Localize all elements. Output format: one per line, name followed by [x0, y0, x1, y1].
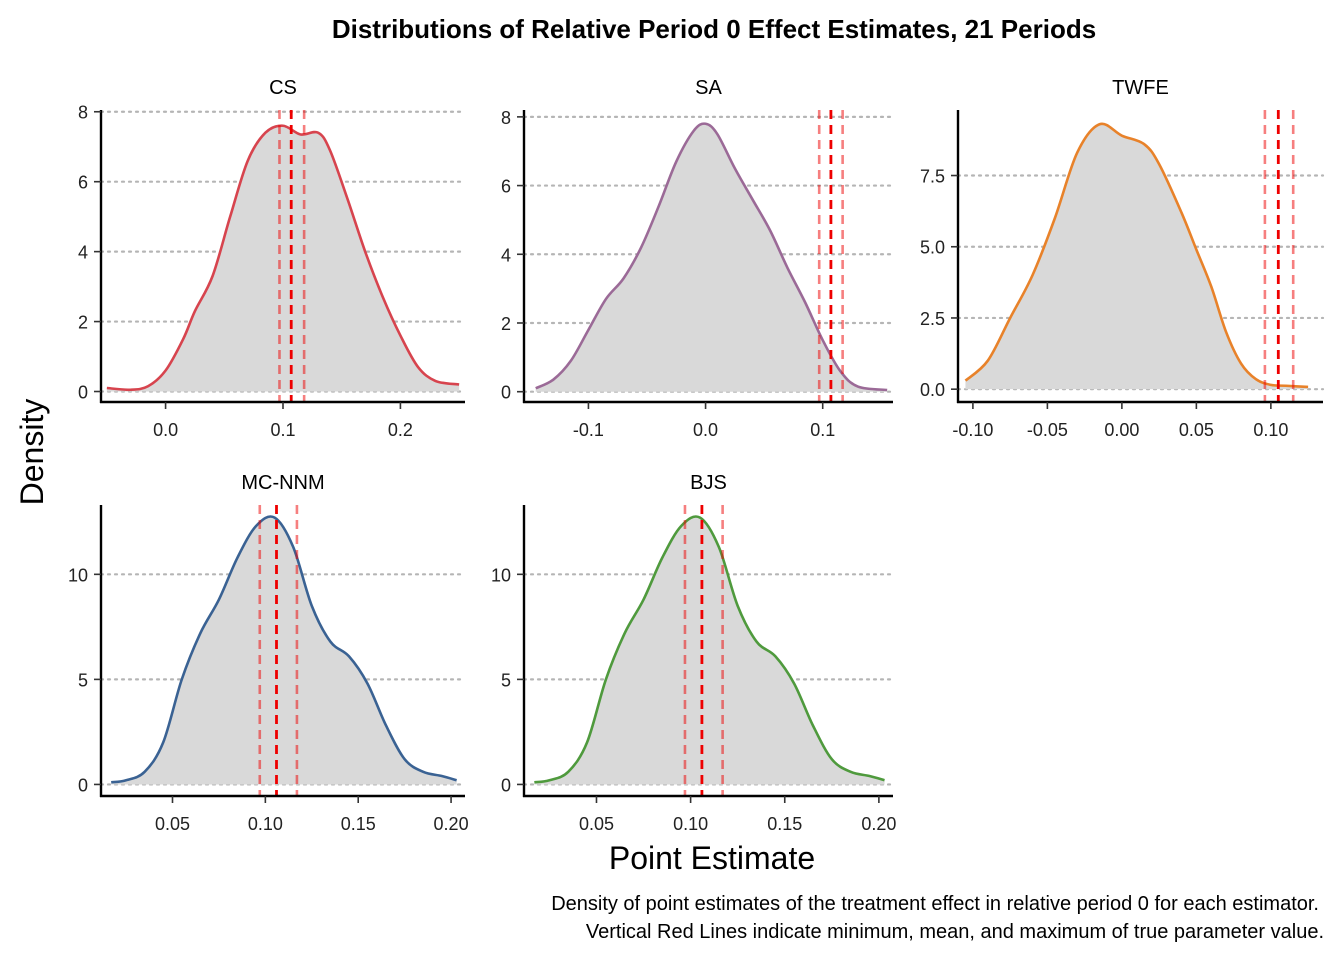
x-tick-label: 0.20	[861, 814, 896, 834]
y-tick-label: 2	[78, 313, 88, 333]
y-tick-label: 0.0	[920, 380, 945, 400]
x-tick-label: -0.10	[952, 420, 993, 440]
density-line	[111, 515, 457, 784]
density-area	[106, 125, 460, 392]
x-tick-label: 0.05	[155, 814, 190, 834]
panel-title: CS	[269, 77, 297, 99]
y-tick-label: 5	[78, 670, 88, 690]
panel-cs: CS 0 2 4 6 8 0.0 0.1 0.2	[78, 77, 467, 440]
x-tick-label: -0.1	[573, 420, 604, 440]
x-tick-label: 0.10	[248, 814, 283, 834]
y-tick-label: 4	[78, 243, 88, 263]
chart-title: Distributions of Relative Period 0 Effec…	[332, 14, 1096, 44]
panel-title: TWFE	[1112, 77, 1169, 99]
x-tick-label: 0.05	[579, 814, 614, 834]
y-tick-label: 0	[501, 383, 511, 403]
y-tick-label: 6	[501, 177, 511, 197]
panel-title: MC-NNM	[241, 472, 324, 494]
x-tick-label: 0.0	[693, 420, 718, 440]
density-line	[964, 122, 1309, 389]
y-tick-label: 4	[501, 245, 511, 265]
y-tick-label: 10	[68, 565, 88, 585]
density-line	[535, 122, 888, 392]
density-line	[534, 515, 885, 784]
y-tick-label: 0	[78, 775, 88, 795]
y-axis-title: Density	[14, 399, 50, 506]
y-tick-label: 2.5	[920, 309, 945, 329]
x-tick-label: 0.05	[1179, 420, 1214, 440]
x-tick-label: 0.1	[270, 420, 295, 440]
y-tick-label: 7.5	[920, 167, 945, 187]
x-tick-label: 0.20	[434, 814, 469, 834]
caption-line-2: Vertical Red Lines indicate minimum, mea…	[586, 921, 1324, 943]
y-tick-label: 5.0	[920, 238, 945, 258]
density-area	[965, 123, 1309, 390]
x-tick-label: 0.15	[341, 814, 376, 834]
panel-title: SA	[695, 77, 722, 99]
density-area	[535, 123, 888, 392]
panel-twfe: TWFE 0.0 2.5 5.0 7.5 -0.10 -0.05 0.00 0.05 0.10	[920, 77, 1325, 440]
y-tick-label: 0	[501, 775, 511, 795]
caption-line-1: Density of point estimates of the treatm…	[551, 893, 1319, 915]
x-axis-title: Point Estimate	[609, 840, 815, 876]
density-area	[534, 516, 885, 785]
panel-bjs: BJS 0 5 10 0.05 0.10 0.15 0.20	[491, 472, 896, 834]
y-tick-label: 8	[78, 103, 88, 123]
y-tick-label: 0	[78, 383, 88, 403]
x-tick-label: 0.00	[1104, 420, 1139, 440]
y-tick-label: 5	[501, 670, 511, 690]
y-tick-label: 2	[501, 314, 511, 334]
x-tick-label: 0.10	[1253, 420, 1288, 440]
x-tick-label: 0.2	[388, 420, 413, 440]
x-tick-label: 0.0	[153, 420, 178, 440]
density-line	[106, 124, 460, 392]
x-tick-label: 0.15	[767, 814, 802, 834]
y-tick-label: 8	[501, 108, 511, 128]
x-tick-label: 0.1	[810, 420, 835, 440]
panel-title: BJS	[690, 472, 727, 494]
panel-mc-nnm: MC-NNM 0 5 10 0.05 0.10 0.15 0.20	[68, 472, 469, 834]
x-tick-label: -0.05	[1027, 420, 1068, 440]
density-area	[111, 516, 457, 785]
panels-layer: CS 0 2 4 6 8 0.0 0.1 0.2 SA 0 2 4 6 8 -0.1 0.0 0.1 TWFE 0.0…	[68, 77, 1325, 834]
y-tick-label: 6	[78, 173, 88, 193]
x-tick-label: 0.10	[673, 814, 708, 834]
panel-sa: SA 0 2 4 6 8 -0.1 0.0 0.1	[501, 77, 895, 440]
y-tick-label: 10	[491, 565, 511, 585]
